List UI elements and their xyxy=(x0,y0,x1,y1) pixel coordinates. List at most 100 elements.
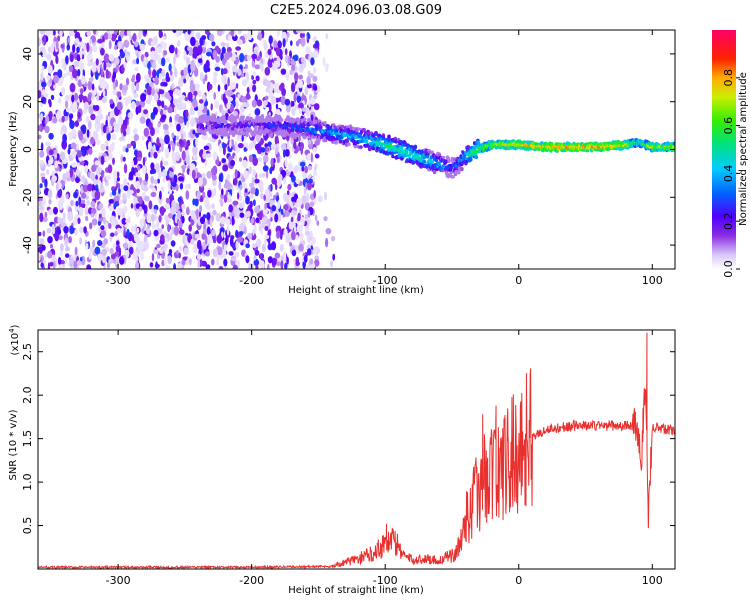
noise-speckle xyxy=(255,143,260,151)
noise-speckle xyxy=(60,77,64,85)
noise-speckle xyxy=(191,169,196,180)
ridge-point xyxy=(440,169,445,173)
noise-speckle xyxy=(251,53,258,60)
noise-speckle xyxy=(39,46,46,52)
noise-speckle xyxy=(224,83,228,91)
noise-speckle xyxy=(186,72,190,81)
noise-speckle xyxy=(262,165,269,172)
noise-speckle xyxy=(103,124,107,134)
noise-speckle xyxy=(78,41,85,47)
noise-speckle xyxy=(86,264,92,269)
noise-speckle xyxy=(235,100,239,109)
noise-speckle xyxy=(254,64,260,70)
noise-speckle xyxy=(161,259,165,267)
noise-speckle xyxy=(78,206,84,217)
noise-speckle xyxy=(129,110,133,120)
noise-speckle xyxy=(223,194,228,203)
noise-speckle xyxy=(214,66,221,72)
noise-speckle xyxy=(76,46,80,54)
noise-speckle xyxy=(304,226,310,232)
noise-speckle xyxy=(230,81,236,90)
noise-speckle xyxy=(331,235,336,242)
noise-speckle xyxy=(197,177,203,187)
noise-speckle xyxy=(50,94,55,100)
noise-speckle xyxy=(308,178,313,184)
ridge-point xyxy=(204,114,209,119)
noise-speckle xyxy=(236,192,240,200)
noise-speckle xyxy=(148,69,152,76)
noise-speckle xyxy=(260,65,264,72)
noise-speckle xyxy=(108,223,112,229)
noise-speckle xyxy=(108,258,114,264)
noise-speckle xyxy=(304,86,309,96)
noise-speckle xyxy=(131,159,135,168)
noise-speckle xyxy=(116,91,122,98)
noise-speckle xyxy=(237,30,242,35)
noise-speckle xyxy=(81,124,87,135)
noise-speckle xyxy=(188,224,192,232)
noise-speckle xyxy=(46,53,52,61)
noise-speckle xyxy=(309,258,314,265)
noise-speckle xyxy=(88,251,92,260)
noise-speckle xyxy=(171,181,177,187)
noise-speckle xyxy=(109,192,113,198)
noise-speckle xyxy=(295,178,300,185)
noise-speckle xyxy=(52,117,58,124)
noise-speckle xyxy=(215,212,222,222)
noise-speckle xyxy=(192,98,198,108)
noise-speckle xyxy=(291,230,296,241)
noise-speckle xyxy=(295,256,300,267)
noise-speckle xyxy=(144,51,149,58)
noise-speckle xyxy=(65,107,72,113)
noise-speckle xyxy=(283,204,289,211)
noise-speckle xyxy=(300,145,304,156)
noise-speckle xyxy=(41,244,46,251)
noise-speckle xyxy=(135,72,141,83)
ridge-point xyxy=(221,127,225,132)
ridge-point xyxy=(339,139,343,144)
noise-speckle xyxy=(298,78,303,89)
noise-speckle xyxy=(223,76,227,85)
noise-speckle xyxy=(173,55,176,65)
noise-speckle xyxy=(53,74,59,84)
ridge-point xyxy=(272,128,277,132)
noise-speckle xyxy=(273,40,278,49)
noise-speckle xyxy=(244,225,247,235)
noise-speckle xyxy=(90,113,96,121)
noise-speckle xyxy=(88,147,93,155)
noise-speckle xyxy=(171,132,175,138)
noise-speckle xyxy=(201,133,208,141)
noise-speckle xyxy=(260,193,264,199)
noise-speckle xyxy=(147,94,153,102)
ridge-point xyxy=(334,140,338,145)
noise-speckle xyxy=(251,99,257,108)
colorbar-label: Normalized spectral amplitude xyxy=(738,72,749,226)
noise-speckle xyxy=(108,205,114,212)
noise-speckle xyxy=(65,55,69,65)
noise-speckle xyxy=(116,207,123,216)
noise-speckle xyxy=(106,62,112,68)
noise-speckle xyxy=(75,143,80,151)
noise-speckle xyxy=(142,135,145,141)
noise-speckle xyxy=(304,165,308,174)
noise-speckle xyxy=(196,45,203,55)
noise-speckle xyxy=(132,252,138,261)
noise-speckle xyxy=(225,42,230,48)
noise-speckle xyxy=(270,143,277,150)
noise-speckle xyxy=(151,213,155,223)
noise-speckle xyxy=(60,250,63,257)
colorbar-gradient xyxy=(712,30,736,269)
noise-speckle xyxy=(119,51,125,59)
noise-speckle xyxy=(187,91,193,102)
noise-speckle xyxy=(309,231,313,238)
noise-speckle xyxy=(253,254,257,261)
noise-speckle xyxy=(232,264,238,269)
noise-speckle xyxy=(291,196,295,202)
noise-speckle xyxy=(307,248,312,256)
noise-speckle xyxy=(154,77,160,86)
noise-speckle xyxy=(168,249,173,254)
noise-speckle xyxy=(284,48,288,56)
noise-speckle xyxy=(233,206,239,216)
noise-speckle xyxy=(70,199,74,207)
